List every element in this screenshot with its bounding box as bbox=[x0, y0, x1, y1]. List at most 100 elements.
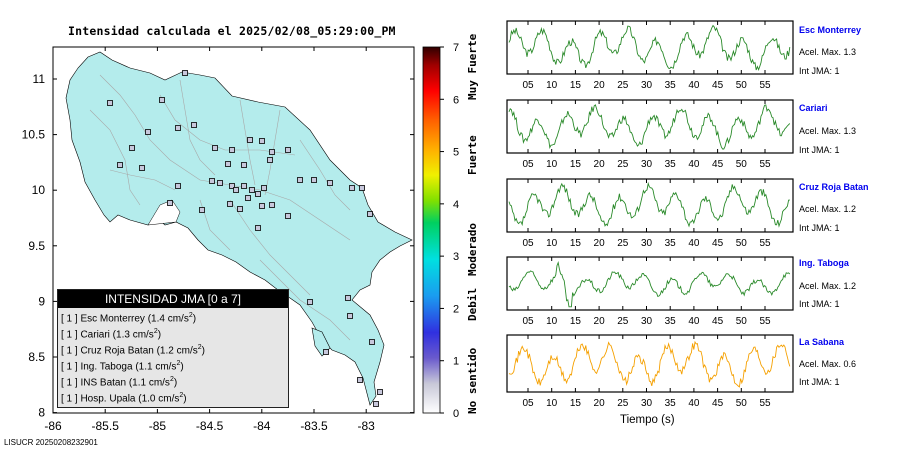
station-accel-2: Acel. Max. 1.3 bbox=[799, 126, 857, 136]
time-tick-label: 15 bbox=[570, 80, 582, 91]
station-jma-4: Int JMA: 1 bbox=[799, 299, 840, 309]
intensity-legend: INTENSIDAD JMA [0 a 7] [ 1 ] Esc Monterr… bbox=[57, 289, 289, 408]
legend-close-paren: ) bbox=[157, 329, 162, 341]
legend-station: INS Batan (1.1 cm/s bbox=[80, 377, 170, 389]
station-jma-2: Int JMA: 1 bbox=[799, 145, 840, 155]
station-marker bbox=[175, 125, 181, 131]
station-marker bbox=[255, 225, 261, 231]
legend-row: [ 1 ] Ing. Taboga (1.1 cm/s2) bbox=[58, 356, 288, 372]
colorbar-tick-label: 3 bbox=[453, 251, 459, 263]
legend-row: [ 1 ] Cariari (1.3 cm/s2) bbox=[58, 324, 288, 340]
time-tick-label: 40 bbox=[688, 398, 700, 409]
station-marker bbox=[139, 165, 145, 171]
legend-close-paren: ) bbox=[173, 377, 178, 389]
station-marker bbox=[373, 401, 379, 407]
legend-station: Esc Monterrey (1.4 cm/s bbox=[80, 313, 189, 325]
footer-id: LISUCR 20250208232901 bbox=[4, 438, 98, 447]
time-tick-label: 15 bbox=[570, 398, 582, 409]
station-marker bbox=[229, 183, 235, 189]
scale-label-fuerte: Fuerte bbox=[466, 135, 479, 175]
station-accel-3: Acel. Max. 1.2 bbox=[799, 204, 857, 214]
legend-level: [ 1 ] bbox=[61, 345, 81, 357]
map-axes: -86 -85.5 -85 -84.5 -84 -83.5 -83 11 10.5 10 9.5 9 8… bbox=[22, 47, 414, 433]
station-marker bbox=[327, 180, 333, 186]
time-tick-label: 50 bbox=[736, 398, 748, 409]
station-marker bbox=[247, 137, 253, 143]
station-name-3: Cruz Roja Batan bbox=[799, 182, 869, 192]
scale-label-moderado: Moderado bbox=[466, 223, 479, 276]
seismogram-frame bbox=[506, 20, 794, 75]
station-marker bbox=[117, 162, 123, 168]
station-marker bbox=[191, 122, 197, 128]
map-y-tick-label: 10.5 bbox=[22, 128, 46, 142]
time-tick-label: 45 bbox=[712, 159, 724, 170]
time-tick-label: 50 bbox=[736, 159, 748, 170]
colorbar-tick-label: 1 bbox=[453, 356, 459, 368]
time-tick-label: 25 bbox=[617, 80, 629, 91]
legend-row: [ 1 ] INS Batan (1.1 cm/s2) bbox=[58, 372, 288, 388]
map-y-tick-label: 11 bbox=[33, 72, 46, 86]
station-marker bbox=[167, 200, 173, 206]
colorbar-tick-label: 7 bbox=[453, 42, 459, 54]
scale-label-muy-fuerte: Muy Fuerte bbox=[466, 33, 479, 100]
map-x-tick-label: -83.5 bbox=[300, 419, 328, 433]
station-marker bbox=[249, 187, 255, 193]
legend-station: Cruz Roja Batan (1.2 cm/s bbox=[80, 345, 198, 357]
legend-station: Cariari (1.3 cm/s bbox=[80, 329, 154, 341]
station-marker bbox=[237, 206, 243, 212]
colorbar-tick-label: 2 bbox=[453, 303, 459, 315]
time-tick-label: 40 bbox=[688, 316, 700, 327]
station-accel-1: Acel. Max. 1.3 bbox=[799, 47, 857, 57]
legend-level: [ 1 ] bbox=[61, 393, 81, 405]
station-marker bbox=[323, 349, 329, 355]
station-marker bbox=[182, 70, 188, 76]
legend-level: [ 1 ] bbox=[61, 361, 81, 373]
seismogram-trace bbox=[508, 24, 791, 71]
station-marker bbox=[285, 213, 291, 219]
station-marker bbox=[267, 157, 273, 163]
time-tick-label: 10 bbox=[546, 316, 558, 327]
time-tick-label: 05 bbox=[522, 238, 534, 249]
station-name-2: Cariari bbox=[799, 103, 828, 113]
station-marker bbox=[225, 161, 231, 167]
station-marker bbox=[347, 313, 353, 319]
legend-unit-exponent: 2 bbox=[188, 312, 193, 319]
station-marker bbox=[349, 185, 355, 191]
station-marker bbox=[285, 147, 291, 153]
time-tick-label: 10 bbox=[546, 398, 558, 409]
station-marker bbox=[297, 177, 303, 183]
time-tick-label: 25 bbox=[617, 159, 629, 170]
time-tick-label: 05 bbox=[522, 159, 534, 170]
seismogram-trace bbox=[508, 340, 791, 388]
station-marker bbox=[212, 145, 218, 151]
seismogram-trace bbox=[508, 104, 791, 150]
legend-unit-exponent: 2 bbox=[169, 376, 174, 383]
map-x-tick-label: -85.5 bbox=[92, 419, 120, 433]
station-accel-4: Acel. Max. 1.2 bbox=[799, 281, 857, 291]
station-marker bbox=[241, 162, 247, 168]
station-marker bbox=[369, 339, 375, 345]
station-marker bbox=[209, 178, 215, 184]
time-tick-label: 25 bbox=[617, 238, 629, 249]
station-marker bbox=[261, 185, 267, 191]
time-tick-label: 45 bbox=[712, 238, 724, 249]
station-marker bbox=[129, 145, 135, 151]
station-jma-1: Int JMA: 1 bbox=[799, 66, 840, 76]
legend-unit-exponent: 2 bbox=[176, 360, 181, 367]
station-marker bbox=[345, 295, 351, 301]
legend-row: [ 1 ] Esc Monterrey (1.4 cm/s2) bbox=[58, 308, 288, 324]
time-tick-label: 35 bbox=[665, 159, 677, 170]
scale-label-debil: Debil bbox=[466, 287, 479, 321]
time-tick-label: 55 bbox=[759, 316, 771, 327]
time-tick-label: 55 bbox=[759, 398, 771, 409]
time-tick-label: 30 bbox=[641, 316, 653, 327]
time-tick-label: 40 bbox=[688, 238, 700, 249]
station-marker bbox=[367, 211, 373, 217]
station-marker bbox=[357, 377, 363, 383]
time-tick-label: 20 bbox=[594, 238, 606, 249]
legend-level: [ 1 ] bbox=[61, 313, 81, 325]
station-marker bbox=[159, 97, 165, 103]
station-marker bbox=[175, 183, 181, 189]
colorbar-ticks: 7 6 5 4 3 2 1 0 bbox=[440, 42, 459, 420]
